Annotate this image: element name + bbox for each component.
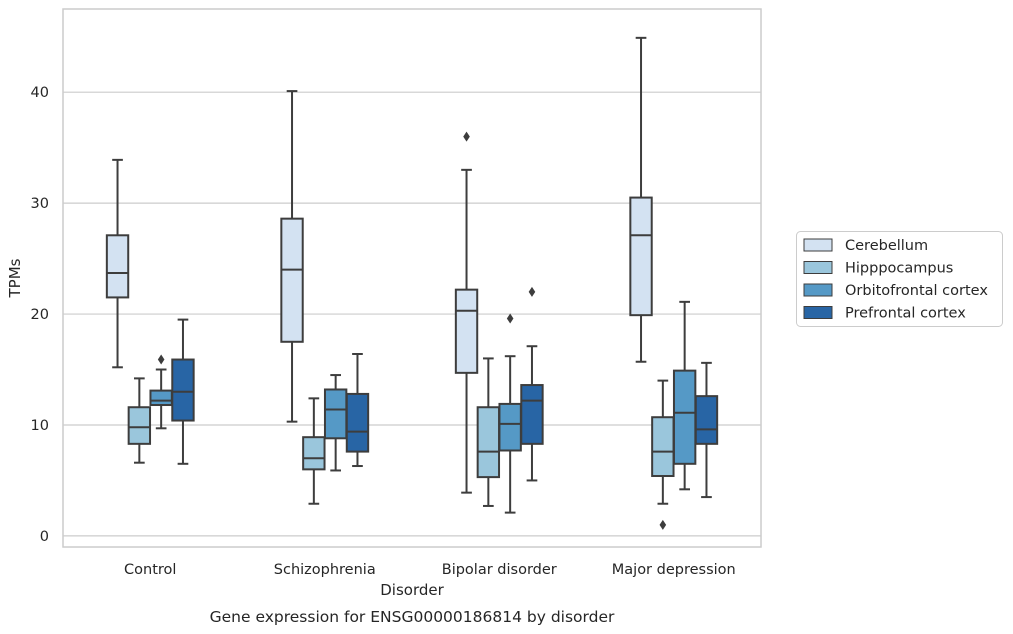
box-body	[149, 389, 173, 407]
outlier-point	[463, 131, 470, 142]
box-0-3	[629, 36, 653, 363]
box-0-2	[454, 131, 479, 494]
x-tick-label: Schizophrenia	[274, 562, 376, 578]
legend-swatch	[803, 306, 833, 319]
box-body	[694, 395, 719, 445]
box-body	[323, 388, 348, 440]
x-axis-label: Disorder	[380, 581, 444, 599]
y-tick-label: 0	[40, 529, 49, 545]
y-tick-label: 20	[31, 307, 49, 323]
box-1-0	[127, 377, 152, 464]
box-1-1	[302, 397, 326, 505]
box-2-3	[672, 300, 697, 491]
box-3-2	[520, 286, 544, 482]
legend-swatch	[803, 238, 833, 252]
plot-frame	[62, 8, 762, 548]
outlier-point	[157, 354, 165, 365]
outlier-point	[528, 286, 536, 297]
x-tick-label: Control	[124, 562, 176, 578]
chart-caption: Gene expression for ENSG00000186814 by d…	[210, 608, 615, 626]
box-body	[171, 358, 195, 422]
box-body	[498, 402, 522, 452]
box-body	[629, 196, 653, 317]
box-1-3	[651, 379, 675, 530]
legend-label: Orbitofrontal cortex	[845, 283, 988, 299]
x-tick-labels: Control Schizophrenia Bipolar disorder Majo…	[124, 562, 736, 578]
box-body	[454, 288, 479, 374]
box-body	[520, 384, 544, 445]
legend: Cerebellum Hipppocampus Orbitofrontal cort…	[796, 231, 1003, 327]
box-body	[127, 406, 152, 445]
outlier-point	[659, 519, 667, 530]
box-3-3	[694, 361, 719, 499]
box-2-2	[498, 313, 522, 514]
box-body	[672, 369, 697, 465]
box-3-0	[171, 318, 195, 465]
box-body	[105, 234, 130, 299]
box-0-1	[280, 90, 304, 423]
legend-label: Hipppocampus	[845, 261, 953, 277]
x-tick-label: Bipolar disorder	[442, 562, 557, 578]
box-body	[476, 406, 501, 479]
x-tick-label: Major depression	[612, 562, 736, 578]
legend-swatch	[803, 283, 833, 297]
box-plots	[105, 36, 719, 530]
box-body	[651, 416, 675, 478]
legend-label: Prefrontal cortex	[845, 306, 966, 322]
box-body	[345, 392, 370, 453]
box-body	[280, 217, 304, 343]
y-tick-label: 30	[31, 196, 49, 212]
y-tick-labels: 0 10 20 30 40	[31, 85, 49, 545]
box-0-0	[105, 158, 130, 369]
outlier-point	[506, 313, 514, 324]
box-2-1	[323, 374, 348, 472]
legend-label: Cerebellum	[845, 238, 928, 254]
y-axis-label: TPMs	[6, 258, 24, 298]
y-tick-label: 10	[31, 418, 49, 434]
box-2-0	[149, 354, 173, 430]
box-body	[302, 436, 326, 471]
legend-swatch	[803, 261, 833, 274]
y-tick-label: 40	[31, 85, 49, 101]
legend-box	[796, 231, 1003, 327]
box-3-1	[345, 352, 370, 468]
box-1-2	[476, 357, 501, 507]
